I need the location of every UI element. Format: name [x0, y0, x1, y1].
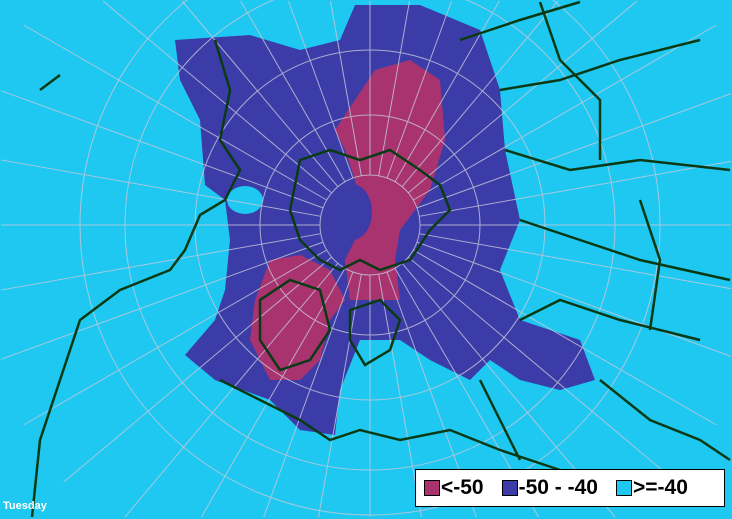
meridian-line [330, 0, 362, 176]
legend-item-above-minus40: >=-40 [616, 476, 688, 500]
legend-item-minus50-to-minus40: -50 - -40 [501, 476, 598, 500]
legend-label: -50 - -40 [518, 476, 598, 499]
legend-swatch [616, 480, 632, 496]
meridian-line [0, 159, 321, 217]
legend-label: <-50 [441, 476, 484, 499]
meridian-line [416, 93, 732, 209]
meridian-line [419, 160, 732, 217]
legend: <-50 -50 - -40 >=-40 [415, 469, 725, 507]
legend-item-below-minus50: <-50 [424, 476, 484, 500]
meridian-line [0, 233, 321, 291]
meridian-line [288, 0, 354, 179]
meridian-line [378, 0, 410, 176]
meridian-line [386, 0, 452, 179]
meridian-line [63, 256, 333, 483]
meridian-line [416, 241, 732, 357]
meridian-line [407, 256, 677, 483]
meridian-line [0, 90, 324, 209]
meridian-line [419, 233, 732, 290]
meridian-line [413, 24, 717, 201]
meridian-line [200, 268, 346, 518]
meridian-line [413, 249, 717, 426]
zone-pole-pocket [332, 184, 372, 240]
legend-label: >=-40 [633, 476, 688, 499]
meridian-line [0, 241, 324, 360]
legend-swatch [501, 480, 518, 496]
day-label: Tuesday [3, 500, 47, 512]
zone-below-minus50-south [250, 255, 345, 380]
zone-below-minus50-north [335, 60, 445, 300]
meridian-line [407, 0, 638, 194]
meridian-line [263, 271, 354, 518]
meridian-line [401, 0, 559, 188]
meridian-line [318, 274, 362, 518]
coastlines [30, 0, 731, 518]
legend-swatch [424, 480, 440, 496]
meridian-line [23, 24, 327, 201]
meridian-line [23, 249, 327, 426]
warm-pocket [227, 186, 263, 214]
meridian-line [378, 274, 422, 518]
meridian-line [394, 0, 500, 182]
meridian-line [124, 262, 339, 518]
meridian-line [102, 0, 333, 194]
